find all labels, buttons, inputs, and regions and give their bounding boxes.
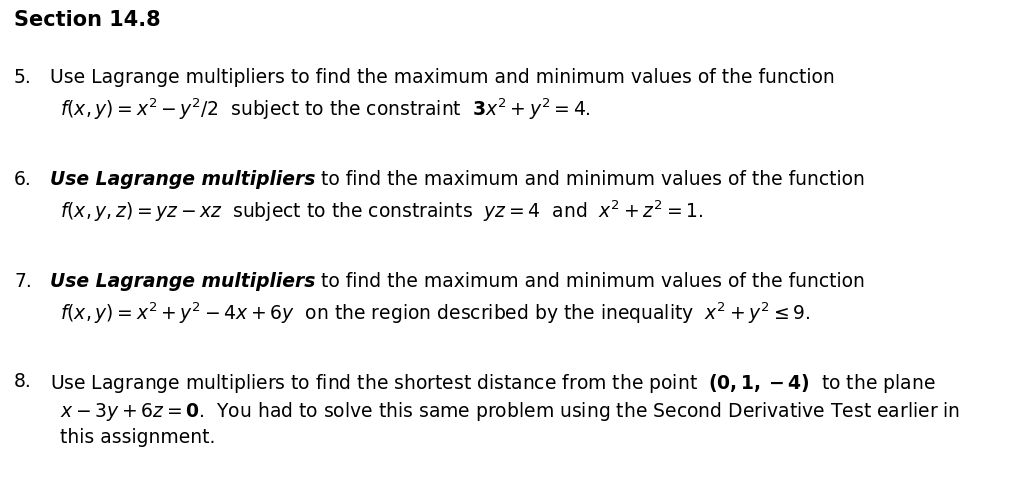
- Text: Use Lagrange multipliers: Use Lagrange multipliers: [50, 170, 315, 189]
- Text: 7.: 7.: [14, 272, 32, 291]
- Text: $\mathit{f}(\mathit{x},\mathit{y})=\mathit{x}^2+\mathit{y}^2-4\mathit{x}+6\mathi: $\mathit{f}(\mathit{x},\mathit{y})=\math…: [60, 300, 810, 325]
- Text: to find the maximum and minimum values of the function: to find the maximum and minimum values o…: [315, 272, 865, 291]
- Text: 5.: 5.: [14, 68, 32, 87]
- Text: Use Lagrange multipliers to find the maximum and minimum values of the function: Use Lagrange multipliers to find the max…: [50, 68, 835, 87]
- Text: 8.: 8.: [14, 372, 32, 391]
- Text: $\mathit{x}-3\mathit{y}+6\mathit{z}=\mathbf{0}$.  You had to solve this same pro: $\mathit{x}-3\mathit{y}+6\mathit{z}=\mat…: [60, 400, 961, 423]
- Text: Section 14.8: Section 14.8: [14, 10, 161, 30]
- Text: Use Lagrange multipliers: Use Lagrange multipliers: [50, 272, 315, 291]
- Text: Use Lagrange multipliers to find the shortest distance from the point  $\mathbf{: Use Lagrange multipliers to find the sho…: [50, 372, 936, 395]
- Text: 6.: 6.: [14, 170, 32, 189]
- Text: $\mathit{f}(\mathit{x},\mathit{y},\mathit{z})=\mathit{yz}-\mathit{xz}$  subject : $\mathit{f}(\mathit{x},\mathit{y},\mathi…: [60, 198, 703, 224]
- Text: to find the maximum and minimum values of the function: to find the maximum and minimum values o…: [315, 170, 865, 189]
- Text: this assignment.: this assignment.: [60, 428, 215, 447]
- Text: $\mathit{f}(\mathit{x},\mathit{y})=\mathit{x}^2-\mathit{y}^2/2$  subject to the : $\mathit{f}(\mathit{x},\mathit{y})=\math…: [60, 96, 591, 121]
